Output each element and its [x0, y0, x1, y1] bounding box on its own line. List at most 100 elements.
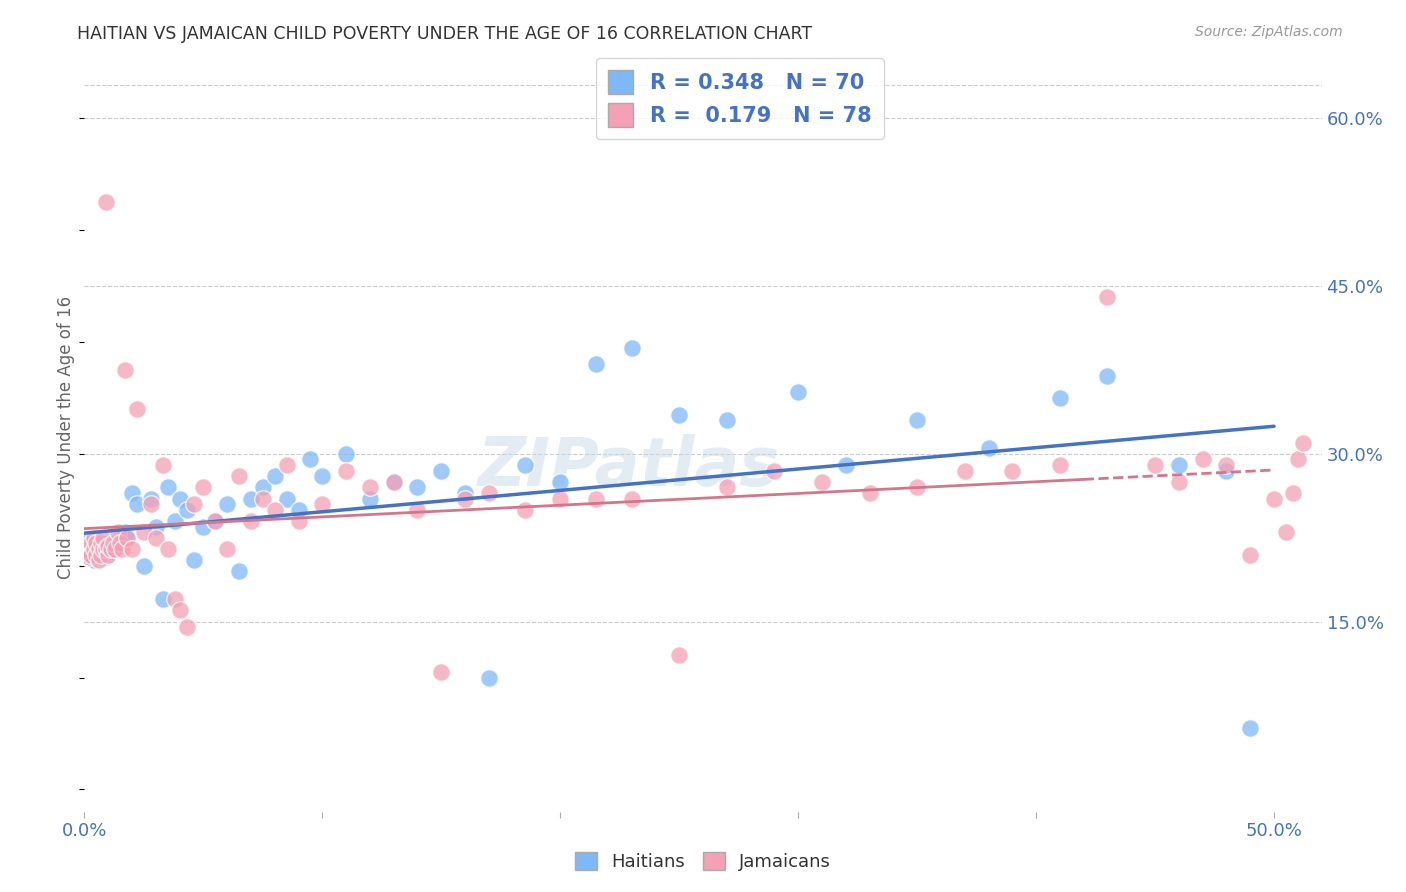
Point [905, 480, 928, 494]
Point [93, 541, 115, 556]
Point [478, 486, 501, 500]
Point [620, 491, 643, 506]
Point [204, 514, 226, 528]
Point [335, 447, 357, 461]
Point [228, 564, 250, 578]
Point [620, 341, 643, 355]
Point [156, 541, 179, 556]
Point [139, 497, 162, 511]
Point [716, 480, 738, 494]
Point [1097, 290, 1119, 304]
Point [299, 452, 322, 467]
Point [101, 536, 124, 550]
Point [90, 549, 112, 564]
Point [1144, 458, 1167, 472]
Point [252, 480, 274, 494]
Point [263, 502, 285, 516]
Point [1239, 721, 1261, 735]
Point [107, 525, 129, 540]
Point [311, 469, 333, 483]
Point [104, 541, 127, 556]
Point [94, 541, 117, 556]
Point [287, 514, 309, 528]
Point [1191, 452, 1213, 467]
Point [406, 480, 429, 494]
Point [406, 502, 429, 516]
Point [1263, 491, 1285, 506]
Point [111, 536, 134, 550]
Point [80, 531, 103, 545]
Y-axis label: Child Poverty Under the Age of 16: Child Poverty Under the Age of 16 [56, 295, 75, 579]
Point [382, 475, 405, 489]
Point [94, 549, 117, 564]
Point [193, 519, 215, 533]
Point [83, 539, 105, 553]
Point [145, 519, 167, 533]
Point [454, 486, 477, 500]
Point [97, 539, 120, 553]
Point [93, 548, 115, 562]
Point [217, 541, 239, 556]
Point [905, 413, 928, 427]
Point [83, 531, 105, 545]
Point [183, 497, 205, 511]
Point [97, 545, 120, 559]
Point [83, 553, 105, 567]
Point [382, 475, 405, 489]
Point [156, 480, 179, 494]
Point [513, 502, 536, 516]
Point [287, 502, 309, 516]
Point [263, 469, 285, 483]
Point [100, 541, 122, 556]
Point [335, 464, 357, 478]
Point [513, 458, 536, 472]
Point [430, 665, 453, 679]
Point [80, 536, 103, 550]
Point [478, 671, 501, 685]
Point [84, 536, 107, 550]
Point [811, 475, 834, 489]
Point [77, 536, 100, 550]
Point [108, 531, 131, 545]
Point [163, 514, 186, 528]
Point [1291, 435, 1313, 450]
Point [276, 491, 298, 506]
Point [1001, 464, 1024, 478]
Point [359, 491, 381, 506]
Point [77, 549, 100, 564]
Point [76, 541, 98, 556]
Point [359, 480, 381, 494]
Point [80, 548, 103, 562]
Text: HAITIAN VS JAMAICAN CHILD POVERTY UNDER THE AGE OF 16 CORRELATION CHART: HAITIAN VS JAMAICAN CHILD POVERTY UNDER … [77, 25, 813, 43]
Point [977, 442, 1000, 456]
Point [97, 539, 120, 553]
Point [125, 497, 148, 511]
Point [1286, 452, 1309, 467]
Point [132, 525, 155, 540]
Point [454, 491, 477, 506]
Point [858, 486, 880, 500]
Point [1167, 475, 1189, 489]
Point [311, 497, 333, 511]
Point [87, 541, 110, 556]
Point [132, 558, 155, 573]
Point [1282, 486, 1305, 500]
Point [114, 525, 136, 540]
Point [548, 491, 571, 506]
Point [217, 497, 239, 511]
Point [125, 402, 148, 417]
Point [228, 469, 250, 483]
Point [763, 464, 786, 478]
Point [107, 539, 129, 553]
Point [83, 541, 105, 556]
Point [84, 548, 107, 562]
Point [176, 620, 198, 634]
Point [276, 458, 298, 472]
Point [239, 491, 262, 506]
Point [87, 550, 110, 565]
Point [145, 531, 167, 545]
Point [87, 553, 110, 567]
Point [84, 534, 107, 549]
Point [93, 531, 115, 545]
Point [101, 536, 124, 550]
